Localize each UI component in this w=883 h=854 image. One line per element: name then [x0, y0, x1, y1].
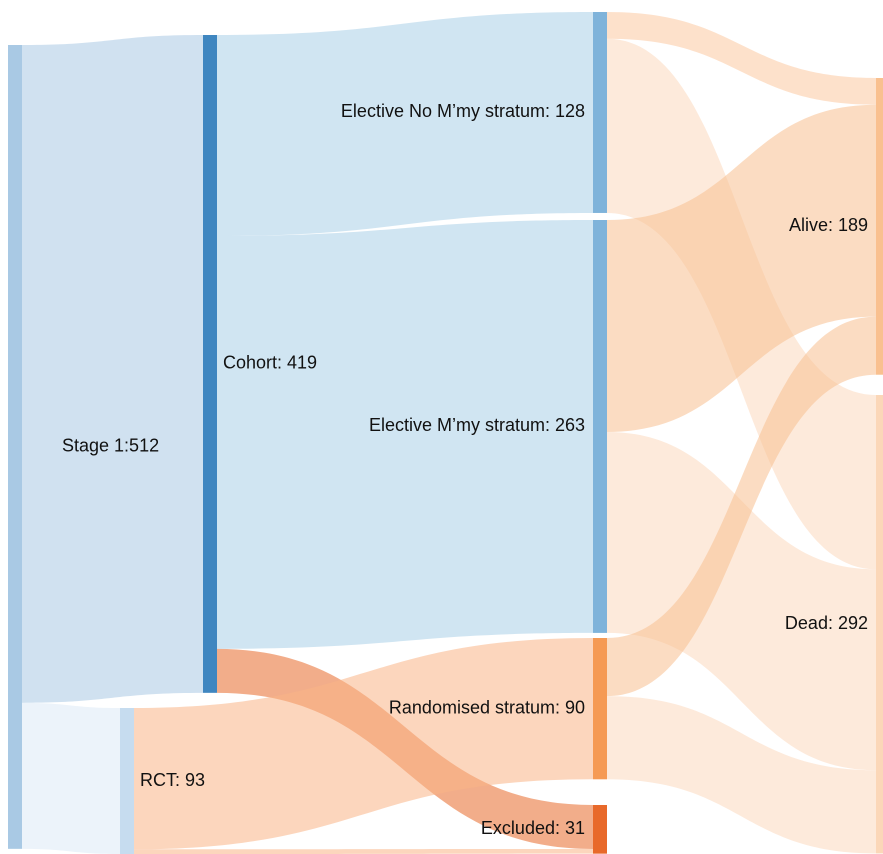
- node: [203, 35, 217, 693]
- node: [120, 708, 134, 854]
- link: [22, 35, 203, 703]
- node-label: Randomised stratum: 90: [389, 697, 585, 717]
- link: [607, 12, 876, 105]
- link: [134, 848, 593, 854]
- link: [607, 431, 876, 771]
- link: [607, 316, 876, 697]
- node: [876, 395, 883, 854]
- node-label: Excluded: 31: [481, 818, 585, 838]
- node: [593, 638, 607, 780]
- link: [217, 12, 593, 236]
- link: [607, 696, 876, 854]
- node-label: Dead: 292: [785, 613, 868, 633]
- link: [134, 638, 593, 850]
- node-label: Elective No M’my stratum: 128: [341, 101, 585, 121]
- node: [593, 220, 607, 633]
- link: [607, 104, 876, 432]
- node-label: Stage 1:512: [62, 436, 159, 456]
- node: [593, 805, 607, 854]
- node-label: RCT: 93: [140, 770, 205, 790]
- node: [8, 45, 22, 849]
- node: [593, 12, 607, 213]
- link: [217, 220, 593, 649]
- node-label: Cohort: 419: [223, 353, 317, 373]
- link: [22, 702, 120, 854]
- links: [22, 12, 876, 854]
- node-label: Elective M’my stratum: 263: [369, 415, 585, 435]
- node: [876, 78, 883, 375]
- node-label: Alive: 189: [789, 215, 868, 235]
